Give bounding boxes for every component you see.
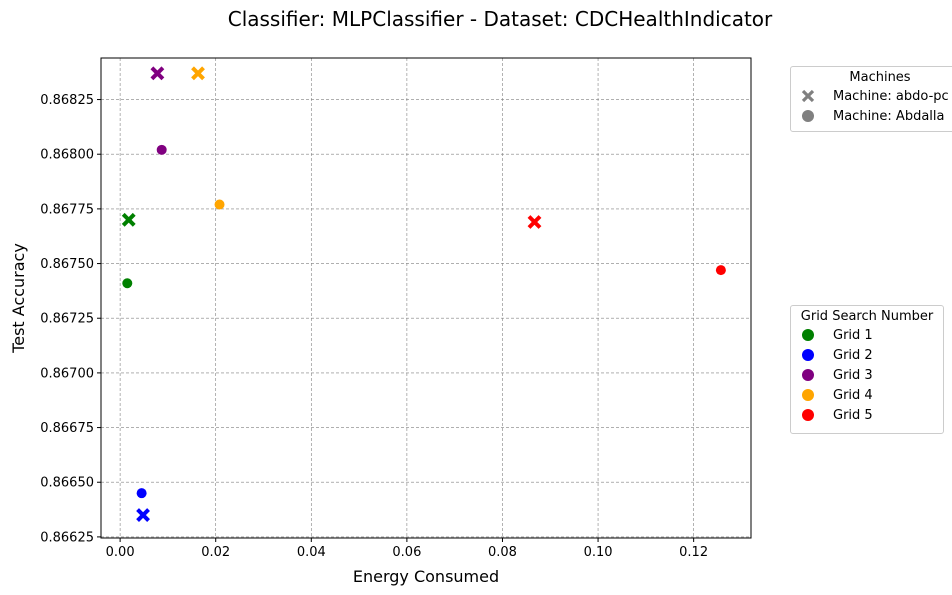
x-axis: 0.00 0.02 0.04 0.06 0.08 0.10 0.12 xyxy=(106,538,708,560)
machines-legend-title: Machines xyxy=(849,70,911,85)
data-point-circle-marker xyxy=(122,278,133,289)
data-point-x-marker xyxy=(136,508,150,522)
x-axis-label: Energy Consumed xyxy=(353,567,499,586)
circle-marker-icon xyxy=(797,106,819,126)
data-point-x-marker xyxy=(121,212,136,227)
grid-search-legend: Grid Search Number Grid 1 Grid 2 Grid 3 … xyxy=(790,305,944,434)
data-point-circle-marker xyxy=(136,488,147,499)
x-tick-label: 0.04 xyxy=(297,545,326,560)
y-tick-label: 0.86750 xyxy=(40,257,94,272)
data-point-x-marker xyxy=(150,66,165,81)
legend-item-machine-abdo-pc: Machine: abdo-pc xyxy=(791,86,952,106)
data-point-circle-marker xyxy=(214,199,225,210)
chart-title: Classifier: MLPClassifier - Dataset: CDC… xyxy=(228,7,773,31)
y-axis: 0.86625 0.86650 0.86675 0.86700 0.86725 0.867… xyxy=(40,93,101,545)
circle-marker-icon xyxy=(797,365,819,385)
plot-area-frame xyxy=(100,57,752,539)
y-tick-label: 0.86675 xyxy=(40,421,94,436)
legend-item-label: Grid 2 xyxy=(833,347,873,363)
legend-item-label: Machine: abdo-pc xyxy=(833,88,949,104)
grid-legend-title: Grid Search Number xyxy=(800,309,934,324)
legend-item-grid-1: Grid 1 xyxy=(791,325,943,345)
y-tick-label: 0.86825 xyxy=(40,93,94,108)
data-point-circle-marker xyxy=(715,265,726,276)
x-tick-label: 0.12 xyxy=(679,545,708,560)
x-tick-label: 0.10 xyxy=(584,545,613,560)
x-tick-label: 0.08 xyxy=(488,545,517,560)
x-tick-label: 0.00 xyxy=(106,545,135,560)
circle-marker-icon xyxy=(797,385,819,405)
legend-item-grid-5: Grid 5 xyxy=(791,405,943,425)
data-point-x-marker xyxy=(527,215,542,229)
circle-marker-icon xyxy=(797,325,819,345)
x-tick-label: 0.06 xyxy=(392,545,421,560)
y-tick-label: 0.86650 xyxy=(40,476,94,491)
y-tick-label: 0.86725 xyxy=(40,312,94,327)
y-tick-label: 0.86700 xyxy=(40,366,94,381)
legend-item-machine-abdalla: Machine: Abdalla xyxy=(791,106,952,126)
y-tick-label: 0.86625 xyxy=(40,530,94,545)
legend-item-grid-2: Grid 2 xyxy=(791,345,943,365)
circle-marker-icon xyxy=(797,345,819,365)
legend-item-label: Machine: Abdalla xyxy=(833,108,945,124)
legend-item-label: Grid 3 xyxy=(833,367,873,383)
y-tick-label: 0.86800 xyxy=(40,148,94,163)
x-tick-label: 0.02 xyxy=(201,545,230,560)
legend-item-label: Grid 5 xyxy=(833,407,873,423)
machines-legend: Machines Machine: abdo-pc Machine: Abdal… xyxy=(790,66,952,132)
legend-item-label: Grid 1 xyxy=(833,327,873,343)
legend-item-grid-3: Grid 3 xyxy=(791,365,943,385)
y-tick-label: 0.86775 xyxy=(40,202,94,217)
y-axis-label: Test Accuracy xyxy=(9,243,28,354)
circle-marker-icon xyxy=(797,405,819,425)
data-point-x-marker xyxy=(191,66,205,81)
x-marker-icon xyxy=(797,86,819,106)
data-point-circle-marker xyxy=(156,144,167,155)
legend-item-grid-4: Grid 4 xyxy=(791,385,943,405)
legend-item-label: Grid 4 xyxy=(833,387,873,403)
grid-lines xyxy=(101,58,751,538)
data-points xyxy=(121,66,726,522)
